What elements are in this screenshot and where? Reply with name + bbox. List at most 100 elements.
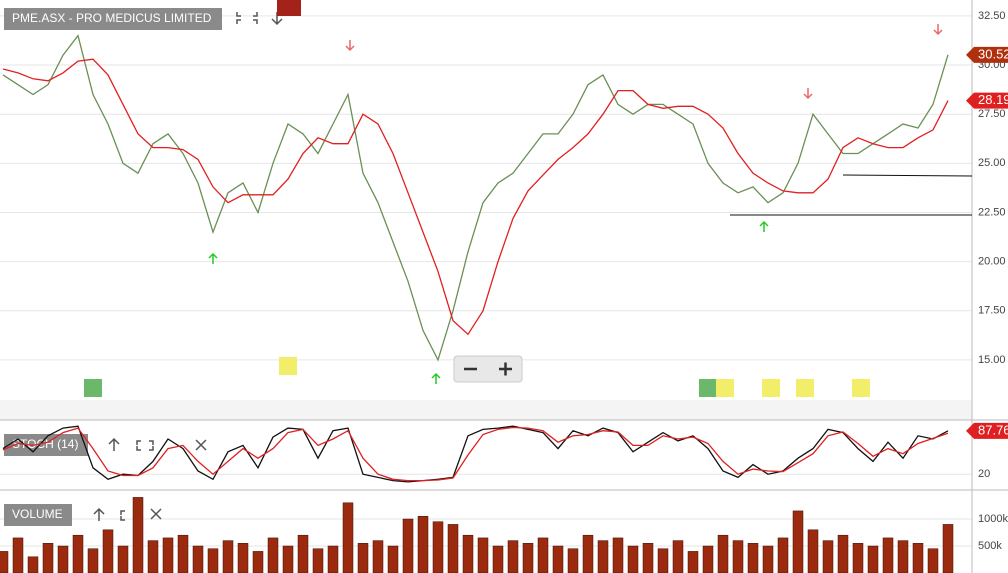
title-box xyxy=(4,8,222,30)
bar xyxy=(882,537,894,573)
bar xyxy=(897,540,909,573)
x-axis-strip xyxy=(0,400,972,420)
bar xyxy=(477,537,489,573)
note-icon[interactable] xyxy=(762,379,780,397)
last-value-tag xyxy=(966,92,1008,109)
bar xyxy=(342,502,354,573)
note-icon[interactable] xyxy=(716,379,734,397)
bar xyxy=(57,545,69,573)
y-tick-label: 32.50 xyxy=(978,10,1006,22)
bar xyxy=(447,524,459,573)
close-icon[interactable] xyxy=(150,508,162,520)
y-tick-label: 25.00 xyxy=(978,157,1006,169)
bar xyxy=(87,548,99,573)
bar xyxy=(687,551,699,573)
y-tick-label: 27.50 xyxy=(978,108,1006,120)
last-value-label: 87.76 xyxy=(978,422,1008,437)
bar xyxy=(417,516,429,573)
bar xyxy=(612,537,624,573)
bar xyxy=(282,545,294,573)
bar xyxy=(927,548,939,573)
note-icon[interactable] xyxy=(279,357,297,375)
bar xyxy=(402,518,414,573)
event-icon[interactable] xyxy=(84,379,102,397)
buy-arrow xyxy=(431,372,441,384)
sell-arrow xyxy=(803,88,813,100)
bar xyxy=(642,543,654,573)
bar xyxy=(672,540,684,573)
up-icon[interactable] xyxy=(108,437,120,451)
bar xyxy=(522,543,534,573)
bar xyxy=(162,537,174,573)
bar xyxy=(507,540,519,573)
bar xyxy=(387,545,399,573)
title-box xyxy=(4,434,88,456)
bar xyxy=(657,548,669,573)
bar xyxy=(492,545,504,573)
buy-arrow xyxy=(759,220,769,232)
y-tick-label: 17.50 xyxy=(978,305,1006,317)
bar xyxy=(852,543,864,573)
bar xyxy=(732,540,744,573)
bar xyxy=(222,540,234,573)
bar xyxy=(942,524,954,573)
line xyxy=(2,426,949,482)
support-line xyxy=(842,174,973,177)
bar xyxy=(0,551,9,573)
bar xyxy=(267,537,279,573)
line xyxy=(2,425,949,483)
bar xyxy=(627,545,639,573)
expand-icon[interactable] xyxy=(136,440,154,451)
sell-arrow xyxy=(933,24,943,36)
bar xyxy=(792,510,804,573)
bar xyxy=(72,534,84,573)
y-tick-label: 1000k xyxy=(978,513,1008,525)
line xyxy=(2,58,949,336)
bar xyxy=(27,556,39,573)
up-icon[interactable] xyxy=(93,507,105,521)
bar xyxy=(702,545,714,573)
event-icon[interactable] xyxy=(699,379,717,397)
expand-icon[interactable] xyxy=(236,12,258,24)
close-icon[interactable] xyxy=(195,439,207,451)
note-icon[interactable] xyxy=(796,379,814,397)
bar xyxy=(117,545,129,573)
bar xyxy=(252,551,264,573)
bar xyxy=(177,534,189,573)
sell-arrow xyxy=(345,40,355,52)
bar xyxy=(822,540,834,573)
bar xyxy=(312,548,324,573)
bar xyxy=(762,545,774,573)
bar xyxy=(297,534,309,573)
buy-arrow xyxy=(208,252,218,264)
bar xyxy=(192,545,204,573)
last-value-label: 28.19 xyxy=(978,92,1008,107)
y-tick-label: 15.00 xyxy=(978,354,1006,366)
y-tick-label: 20.00 xyxy=(978,256,1006,268)
last-value-tag xyxy=(966,46,1008,63)
last-value-label: 30.52 xyxy=(978,46,1008,61)
chart-title: PME.ASX - PRO MEDICUS LIMITED xyxy=(12,11,212,25)
bar xyxy=(12,537,24,573)
plot xyxy=(0,497,954,573)
bar xyxy=(462,534,474,573)
bar xyxy=(42,543,54,573)
bar xyxy=(432,521,444,573)
bar xyxy=(552,545,564,573)
bar xyxy=(867,545,879,573)
bar xyxy=(147,540,159,573)
y-tick-label: 500k xyxy=(978,540,1002,552)
note-icon[interactable] xyxy=(852,379,870,397)
bar xyxy=(372,540,384,573)
marker-tab[interactable] xyxy=(277,0,301,16)
title-box xyxy=(4,504,72,526)
plot: 30.52 28.19 xyxy=(2,34,1008,362)
bar xyxy=(912,543,924,573)
bar xyxy=(132,497,144,573)
bar xyxy=(837,534,849,573)
last-value-tag xyxy=(966,422,1008,439)
zoom-in-button[interactable] xyxy=(499,362,512,376)
bar xyxy=(102,529,114,573)
y-tick-label: 20 xyxy=(978,468,990,480)
